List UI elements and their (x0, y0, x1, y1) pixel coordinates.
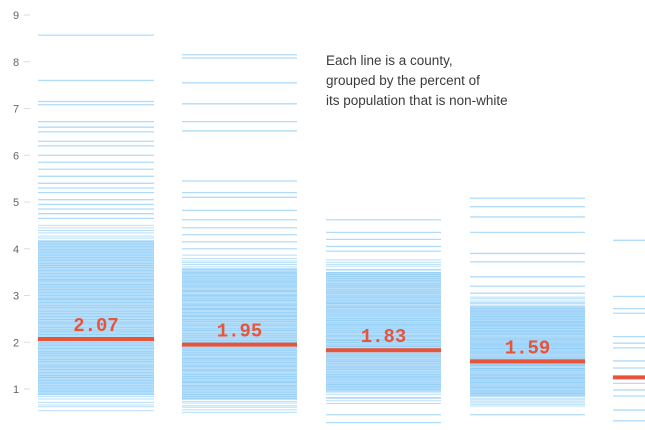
y-tick-label: 4 (13, 244, 19, 256)
y-tick-label: 1 (13, 384, 19, 396)
county-group-5 (613, 239, 645, 422)
annotation-line-3: its population that is non-white (326, 93, 508, 108)
county-band (182, 268, 297, 400)
county-band (38, 240, 154, 396)
annotation-line-1: Each line is a county, (326, 53, 453, 68)
y-tick-label: 3 (13, 291, 19, 303)
county-group-2: 1.95 (182, 54, 297, 413)
median-label: 1.95 (217, 321, 263, 343)
y-tick-label: 2 (13, 337, 19, 349)
y-tick-label: 6 (13, 150, 19, 162)
annotation-line-2: grouped by the percent of (326, 73, 480, 88)
y-tick-label: 7 (13, 104, 19, 116)
county-band (326, 271, 441, 392)
county-groups: 2.07 1.95 1.83 1.59 (38, 34, 645, 424)
y-tick-label: 8 (13, 57, 19, 69)
y-tick-label: 5 (13, 197, 19, 209)
county-group-4: 1.59 (470, 197, 585, 416)
median-label: 2.07 (73, 315, 119, 337)
chart-annotation: Each line is a county, grouped by the pe… (326, 51, 566, 111)
county-group-3: 1.83 (326, 219, 441, 424)
county-group-1: 2.07 (38, 34, 154, 412)
y-tick-label: 9 (13, 10, 19, 22)
median-label: 1.83 (361, 326, 407, 348)
county-band (470, 306, 585, 397)
y-axis: 1 2 3 4 5 6 7 8 9 (13, 10, 30, 396)
median-label: 1.59 (505, 337, 551, 359)
